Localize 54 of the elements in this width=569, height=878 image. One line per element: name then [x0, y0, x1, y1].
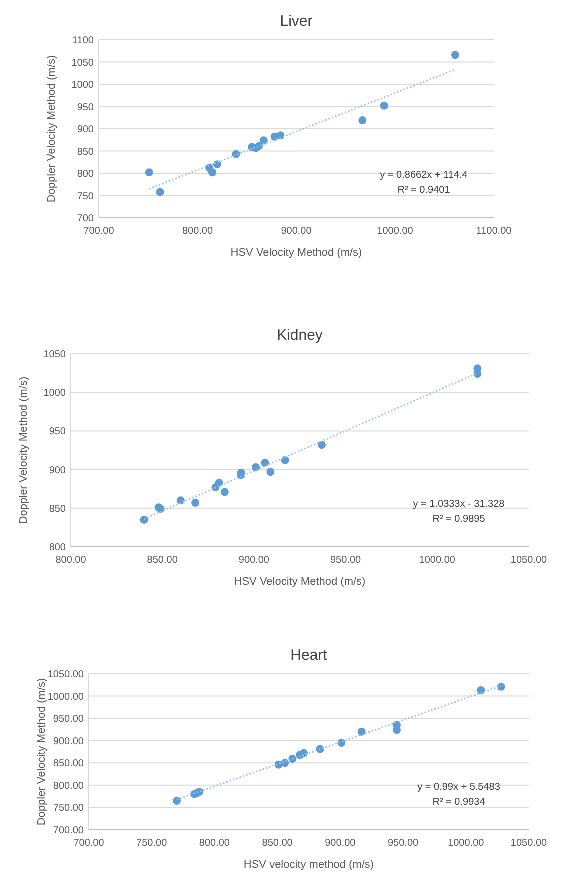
chart-title: Heart [290, 647, 328, 664]
x-tick-label: 1000.00 [419, 555, 456, 566]
x-tick-label: 950.00 [330, 555, 362, 566]
y-tick-label: 850 [49, 504, 66, 515]
y-tick-label: 700.00 [53, 826, 84, 836]
y-tick-label: 1050 [72, 58, 94, 69]
y-tick-label: 900 [49, 465, 66, 476]
y-tick-label: 800 [49, 542, 66, 554]
annotation: R² = 0.9401 [398, 185, 451, 196]
annotation: y = 0.8662x + 114.4 [380, 170, 468, 181]
y-tick-label: 800 [77, 169, 94, 180]
x-tick-label: 1000.00 [377, 226, 414, 237]
y-tick-label: 1050 [44, 350, 66, 360]
x-tick-label: 850.00 [262, 838, 294, 849]
annotation: y = 0.99x + 5.5483 [418, 782, 501, 793]
x-tick-label: 900.00 [325, 838, 356, 849]
y-tick-label: 750 [77, 191, 94, 202]
y-axis-title: Doppler Velocity Method (m/s) [36, 678, 48, 826]
y-tick-label: 1100 [72, 36, 94, 46]
y-tick-label: 700 [77, 214, 94, 224]
y-tick-label: 850 [77, 146, 94, 158]
y-tick-label: 800.00 [53, 780, 84, 792]
x-tick-label: 800.00 [199, 838, 230, 849]
y-axis-title: Doppler Velocity Method (m/s) [18, 376, 30, 524]
x-tick-label: 1000.00 [448, 838, 485, 849]
y-tick-label: 950 [49, 426, 66, 438]
y-tick-label: 900 [77, 124, 94, 136]
annotation: R² = 0.9895 [432, 514, 486, 525]
x-tick-label: 850.00 [147, 555, 178, 566]
x-tick-label: 950.00 [388, 838, 420, 849]
x-axis-title: HSV velocity method (m/s) [244, 859, 374, 871]
x-tick-label: 1100.00 [476, 226, 512, 237]
x-tick-label: 1050.00 [510, 555, 548, 566]
y-tick-label: 1000 [44, 388, 66, 400]
annotation: y = 1.0333x - 31.328 [413, 499, 506, 510]
y-axis-title: Doppler Velocity Method (m/s) [46, 55, 58, 203]
y-tick-label: 850.00 [53, 758, 84, 770]
y-tick-label: 750.00 [53, 803, 84, 814]
chart-title: Liver [280, 13, 313, 30]
y-tick-label: 950 [77, 102, 94, 114]
y-tick-label: 1000.00 [48, 692, 84, 703]
y-tick-label: 1050.00 [48, 670, 84, 680]
x-tick-label: 1050.00 [510, 838, 548, 849]
chart-title: Kidney [277, 327, 324, 344]
x-axis-title: HSV Velocity Method (m/s) [234, 576, 366, 588]
x-axis-title: HSV Velocity Method (m/s) [230, 247, 362, 259]
x-tick-label: 750.00 [136, 838, 168, 849]
y-tick-label: 900.00 [53, 736, 84, 748]
x-tick-label: 900.00 [238, 555, 270, 566]
x-tick-label: 800.00 [182, 226, 214, 237]
y-tick-label: 1000 [72, 80, 94, 91]
y-tick-label: 950.00 [53, 714, 84, 726]
annotation: R² = 0.9934 [432, 797, 486, 808]
x-tick-label: 900.00 [281, 226, 312, 237]
